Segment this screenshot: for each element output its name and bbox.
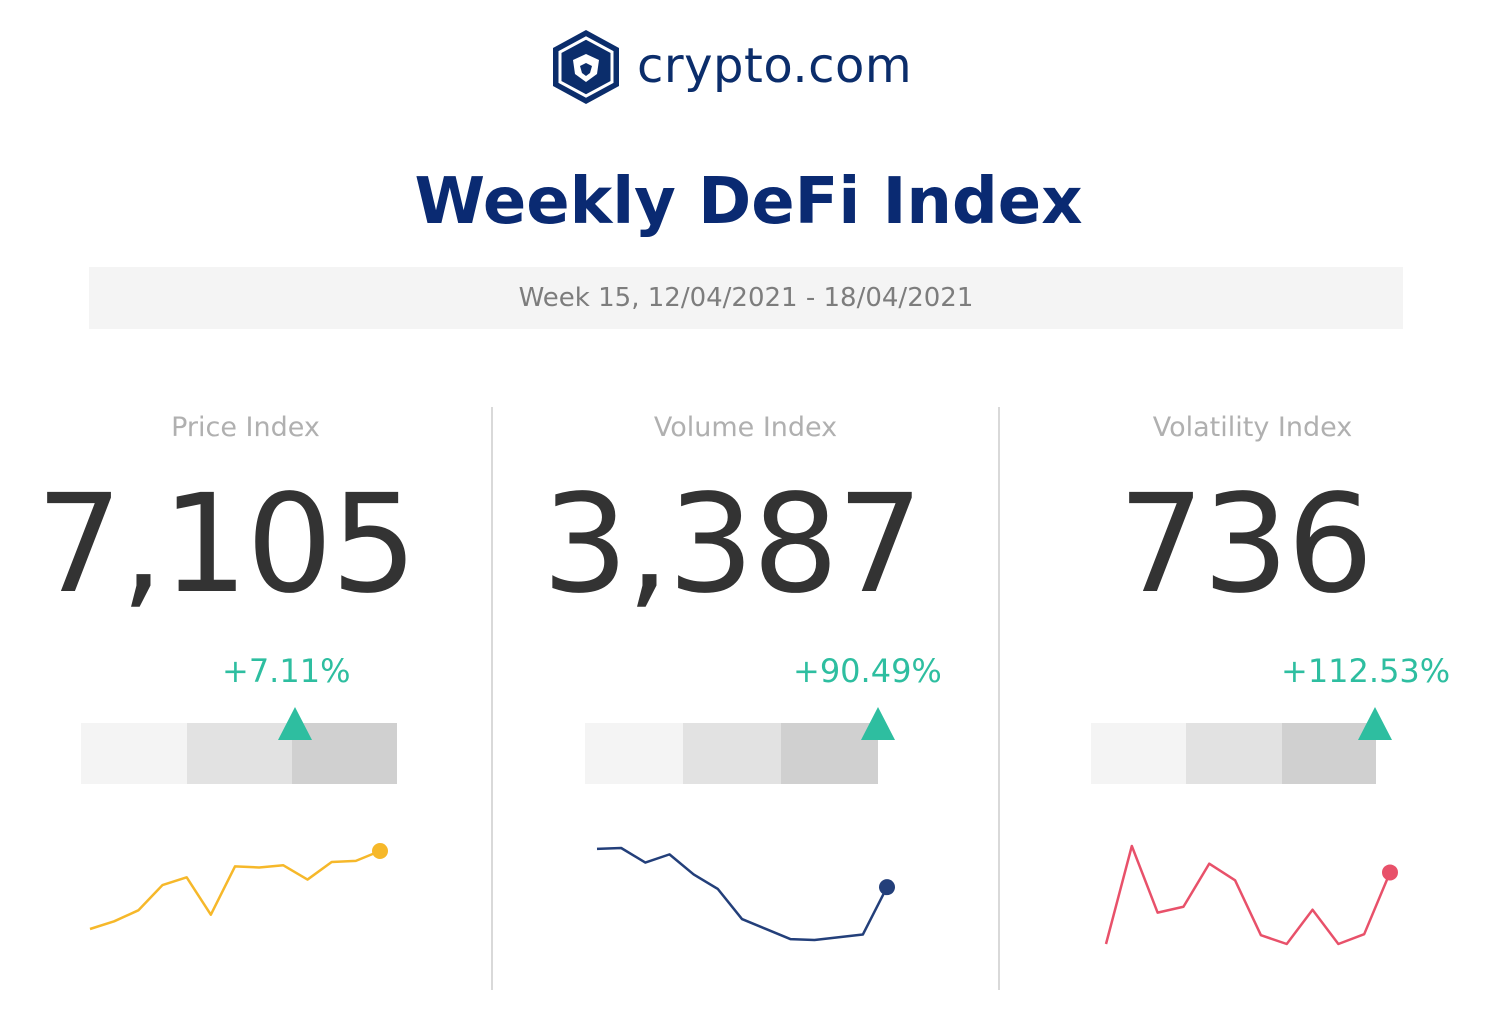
price-index-sparkline [89, 843, 388, 931]
volume-index-label: Volume Index [653, 412, 838, 443]
price-index-label: Price Index [171, 412, 320, 443]
price-up-triangle-icon [278, 707, 312, 740]
volatility-up-triangle-icon [1358, 707, 1392, 740]
volatility-sparkline-path [1104, 844, 1392, 946]
lion-shield-icon [553, 30, 619, 104]
volume-index-value: 3,387 [542, 466, 923, 624]
price-sparkline-endpoint [372, 843, 388, 859]
price-index-change: +7.11% [222, 652, 351, 690]
column-divider-1 [491, 407, 493, 990]
volatility-sparkline-endpoint [1382, 864, 1398, 881]
brand-name: crypto.com [637, 38, 913, 94]
week-range-label: Week 15, 12/04/2021 - 18/04/2021 [89, 267, 1403, 329]
volume-index-panel: Volume Index [493, 400, 998, 1000]
volume-index-sparkline [596, 846, 895, 942]
price-index-value: 7,105 [36, 466, 417, 624]
price-index-panel: Price Index [0, 400, 491, 1000]
volatility-index-panel: Volatility Index [1000, 400, 1497, 1000]
volume-index-change: +90.49% [793, 652, 942, 690]
price-sparkline-path [89, 849, 381, 931]
price-index-gauge [81, 723, 397, 784]
volume-sparkline-endpoint [879, 879, 895, 896]
page-title: Weekly DeFi Index [414, 165, 1083, 239]
volume-index-gauge [585, 723, 878, 784]
volatility-index-sparkline [1104, 844, 1398, 946]
column-divider-2 [998, 407, 1000, 990]
volatility-index-value: 736 [1118, 466, 1374, 624]
volatility-index-gauge [1091, 723, 1376, 784]
volatility-index-change: +112.53% [1281, 652, 1451, 690]
volatility-index-label: Volatility Index [1152, 412, 1353, 443]
brand-logo: crypto.com [551, 28, 951, 106]
volume-sparkline-path [596, 846, 889, 942]
volume-up-triangle-icon [861, 707, 895, 740]
